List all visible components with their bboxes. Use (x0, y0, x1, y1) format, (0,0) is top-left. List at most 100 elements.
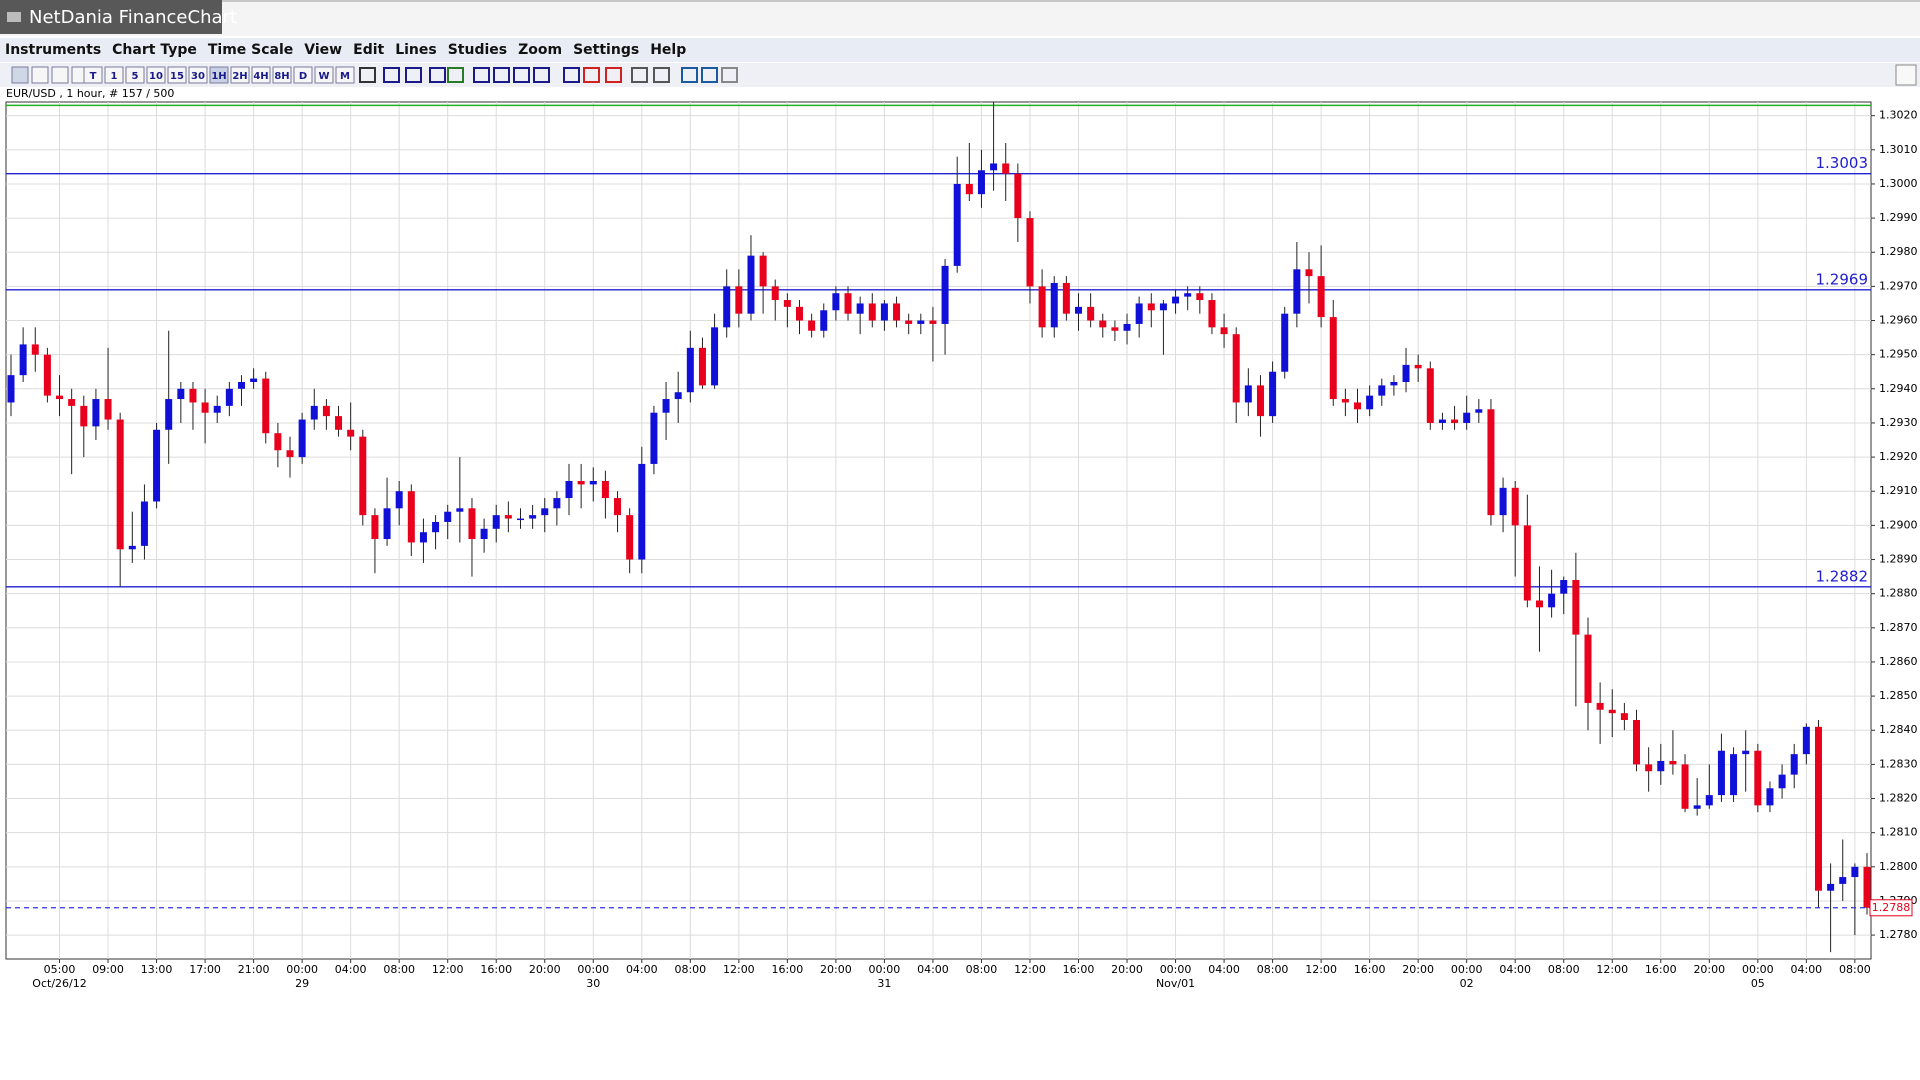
menu-item[interactable]: Edit (353, 42, 384, 58)
timescale-button[interactable] (125, 66, 145, 84)
candle-body (516, 518, 524, 521)
candle-body (1135, 303, 1143, 324)
timescale-button[interactable] (314, 66, 334, 84)
tool-icon[interactable] (701, 67, 718, 83)
timescale-button[interactable] (335, 66, 355, 84)
timescale-label[interactable]: 10 (149, 71, 163, 82)
tool-icon[interactable] (563, 67, 580, 83)
candle-body (1244, 385, 1252, 403)
timescale-label[interactable]: W (318, 71, 329, 82)
menu-item[interactable]: Time Scale (208, 42, 293, 58)
tool-icon[interactable] (447, 67, 464, 83)
x-tick-label: 20:00 (1402, 963, 1434, 976)
candle-body (1790, 754, 1798, 775)
timescale-label[interactable]: 4H (253, 71, 268, 82)
tool-icon[interactable] (721, 67, 738, 83)
timescale-button[interactable] (272, 66, 292, 84)
x-tick-label: 13:00 (141, 963, 173, 976)
menu-item[interactable]: Zoom (518, 42, 562, 58)
timescale-label[interactable]: 15 (170, 71, 184, 82)
tool-icon[interactable] (631, 67, 648, 83)
x-tick-label: 21:00 (238, 963, 270, 976)
candle-body (153, 429, 161, 502)
candle-body (735, 286, 743, 314)
tool-icon[interactable] (429, 67, 446, 83)
candle-body (274, 433, 282, 451)
timescale-button[interactable] (167, 66, 187, 84)
timescale-button[interactable] (83, 66, 103, 84)
tool-icon[interactable] (405, 67, 422, 83)
candle-body (541, 508, 549, 516)
tool-icon[interactable] (605, 67, 622, 83)
menu-item[interactable]: Instruments (5, 42, 101, 58)
timescale-label[interactable]: D (299, 71, 307, 82)
candle-body (662, 399, 670, 413)
candle-body (177, 388, 185, 400)
candle-body (43, 354, 51, 396)
tool-icon[interactable] (533, 67, 550, 83)
menu-item[interactable]: Settings (573, 42, 639, 58)
timescale-label[interactable]: 2H (232, 71, 247, 82)
x-tick-label: 08:00 (1548, 963, 1580, 976)
toolbar-end-button[interactable] (1895, 64, 1917, 86)
tool-icon[interactable] (383, 67, 400, 83)
candle-body (759, 255, 767, 287)
candle-body (492, 515, 500, 529)
timescale-button[interactable] (209, 66, 229, 84)
candle-body (7, 375, 15, 403)
x-tick-label: 09:00 (92, 963, 124, 976)
x-tick-label: 08:00 (383, 963, 415, 976)
x-tick-label: 04:00 (335, 963, 367, 976)
candle-body (116, 419, 124, 550)
timescale-label[interactable]: 1H (211, 71, 226, 82)
timescale-button[interactable] (188, 66, 208, 84)
menu-item[interactable]: View (304, 42, 342, 58)
y-tick-label: 1.2820 (1879, 792, 1918, 805)
candle-body (104, 399, 112, 420)
tool-icon[interactable] (11, 66, 29, 84)
level-label: 1.2882 (1816, 567, 1869, 585)
y-tick-label: 1.2900 (1879, 518, 1918, 531)
candle-body (1087, 306, 1095, 321)
x-tick-label: 00:00 (1160, 963, 1192, 976)
candle-body (1693, 805, 1701, 809)
timescale-label[interactable]: 5 (132, 71, 139, 82)
candle-body (1038, 286, 1046, 328)
tool-icon[interactable] (583, 67, 600, 83)
timescale-button[interactable] (230, 66, 250, 84)
menu-item[interactable]: Help (650, 42, 686, 58)
tool-icon[interactable] (493, 67, 510, 83)
y-tick-label: 1.2970 (1879, 279, 1918, 292)
toolbar-buttons: T 1 5 10 15 30 1H 2H 4H 8H D W M (11, 66, 738, 84)
tool-icon[interactable] (359, 67, 376, 83)
timescale-label[interactable]: 30 (191, 71, 205, 82)
timescale-button[interactable] (251, 66, 271, 84)
y-tick-label: 1.2950 (1879, 348, 1918, 361)
tool-icon[interactable] (31, 66, 49, 84)
timescale-label[interactable]: 8H (274, 71, 289, 82)
timescale-label[interactable]: 1 (111, 71, 118, 82)
candle-body (698, 347, 706, 386)
candle-body (1366, 395, 1374, 410)
timescale-button[interactable] (293, 66, 313, 84)
menu-item[interactable]: Studies (448, 42, 507, 58)
x-tick-label: 12:00 (432, 963, 464, 976)
candle-body (128, 545, 136, 550)
tool-icon[interactable] (473, 67, 490, 83)
x-tick-label: 17:00 (189, 963, 221, 976)
x-tick-label: 08:00 (1839, 963, 1871, 976)
tool-icon[interactable] (51, 66, 69, 84)
tool-icon[interactable] (513, 67, 530, 83)
tool-icon[interactable] (653, 67, 670, 83)
candle-body (1062, 282, 1070, 314)
timescale-button[interactable] (146, 66, 166, 84)
menu-item[interactable]: Chart Type (112, 42, 197, 58)
timescale-label[interactable]: M (340, 71, 350, 82)
timescale-label[interactable]: T (90, 71, 97, 82)
x-tick-label: 20:00 (529, 963, 561, 976)
menu-item[interactable]: Lines (395, 42, 437, 58)
candle-body (298, 419, 306, 458)
candle-body (237, 381, 245, 389)
tool-icon[interactable] (681, 67, 698, 83)
timescale-button[interactable] (104, 66, 124, 84)
